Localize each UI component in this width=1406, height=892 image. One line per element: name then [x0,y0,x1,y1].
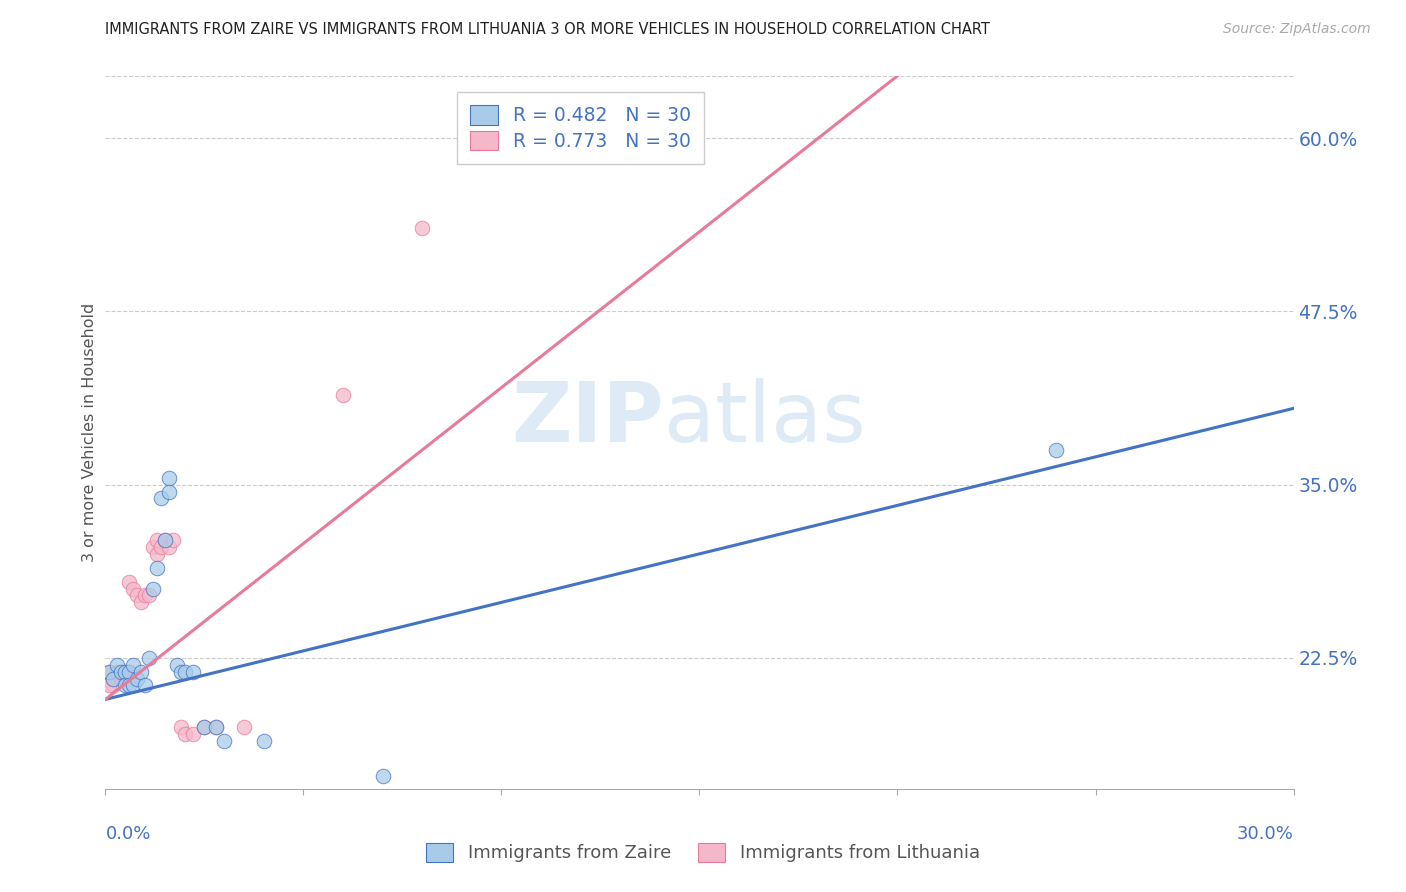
Point [129,595,152,609]
Point [157,540,180,554]
Point [129,665,152,679]
Point [134,589,156,603]
Text: atlas: atlas [664,378,866,458]
Point [114,678,136,692]
Point [149,540,172,554]
Point [332,387,354,401]
Point [127,589,149,603]
Point [105,657,128,672]
Point [1045,442,1067,457]
Point [122,678,145,692]
Point [134,678,156,692]
Point [153,533,176,547]
Point [110,665,132,679]
Point [166,657,188,672]
Point [162,533,184,547]
Point [142,582,165,596]
Point [149,491,172,506]
Point [170,720,193,734]
Point [138,589,160,603]
Point [181,727,204,741]
Point [371,768,394,782]
Text: IMMIGRANTS FROM ZAIRE VS IMMIGRANTS FROM LITHUANIA 3 OR MORE VEHICLES IN HOUSEHO: IMMIGRANTS FROM ZAIRE VS IMMIGRANTS FROM… [105,22,990,37]
Point [127,672,149,686]
Point [122,657,145,672]
Text: ZIP: ZIP [512,378,664,458]
Point [157,470,180,484]
Text: 0.0%: 0.0% [105,825,150,843]
Point [98,678,121,692]
Point [114,665,136,679]
Legend: R = 0.482   N = 30, R = 0.773   N = 30: R = 0.482 N = 30, R = 0.773 N = 30 [457,93,704,164]
Point [181,665,204,679]
Point [142,540,165,554]
Point [253,734,276,748]
Point [411,221,433,235]
Point [170,665,193,679]
Point [110,672,132,686]
Point [205,720,228,734]
Point [98,665,121,679]
Point [146,533,169,547]
Point [173,727,195,741]
Point [193,720,215,734]
Point [205,720,228,734]
Point [103,672,125,686]
Point [193,720,215,734]
Point [118,574,141,589]
Point [146,547,169,561]
Point [153,533,176,547]
Point [114,672,136,686]
Point [98,665,121,679]
Y-axis label: 3 or more Vehicles in Household: 3 or more Vehicles in Household [82,303,97,562]
Legend: Immigrants from Zaire, Immigrants from Lithuania: Immigrants from Zaire, Immigrants from L… [419,836,987,870]
Point [103,678,125,692]
Point [173,665,195,679]
Point [114,665,136,679]
Point [214,734,236,748]
Point [122,582,145,596]
Text: Source: ZipAtlas.com: Source: ZipAtlas.com [1223,22,1371,37]
Point [118,678,141,692]
Point [103,672,125,686]
Point [138,650,160,665]
Point [118,665,141,679]
Point [146,560,169,574]
Point [157,484,180,499]
Point [105,665,128,679]
Point [118,665,141,679]
Point [233,720,256,734]
Text: 30.0%: 30.0% [1237,825,1294,843]
